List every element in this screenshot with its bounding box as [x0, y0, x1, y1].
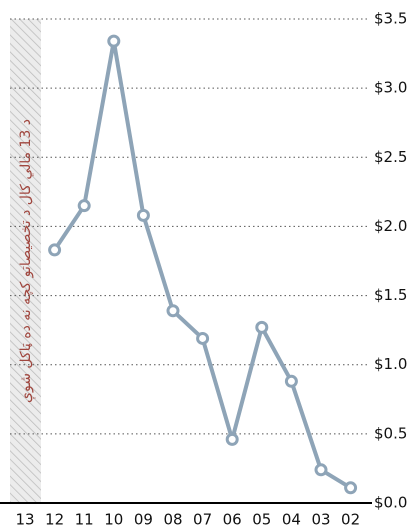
x-tick-label: 02	[341, 511, 360, 529]
x-tick-label: 04	[282, 511, 301, 529]
x-tick-label: 08	[163, 511, 182, 529]
x-tick-label: 05	[252, 511, 271, 529]
annotation: د 13 مالي کال د تخصيصاتو کچه نه ده ټاکل …	[18, 119, 36, 403]
data-point	[284, 374, 298, 388]
data-point	[77, 199, 91, 213]
x-tick-label: 12	[45, 511, 64, 529]
x-tick-label: 11	[75, 511, 94, 529]
y-tick-label: $2.5	[374, 148, 407, 166]
y-tick-label: $2.0	[374, 217, 407, 235]
y-tick-label: $0.5	[374, 424, 407, 442]
unallocated-band	[10, 19, 41, 503]
y-tick-label: $3.5	[374, 10, 407, 28]
data-point	[225, 432, 239, 446]
data-point	[48, 243, 62, 257]
data-point	[107, 34, 121, 48]
x-tick-label: 09	[134, 511, 153, 529]
x-tick-label: 06	[223, 511, 242, 529]
data-point	[136, 208, 150, 222]
x-tick-label: 10	[104, 511, 123, 529]
data-point	[166, 304, 180, 318]
data-line	[52, 39, 352, 490]
x-tick-label: 13	[15, 511, 34, 529]
y-tick-label: $0.0	[374, 494, 407, 512]
y-tick-label: $1.0	[374, 355, 407, 373]
x-tick-label: 03	[311, 511, 330, 529]
data-point	[196, 331, 210, 345]
y-tick-label: $1.5	[374, 286, 407, 304]
data-point	[344, 481, 358, 495]
y-tick-label: $3.0	[374, 79, 407, 97]
x-tick-label: 07	[193, 511, 212, 529]
data-point	[255, 320, 269, 334]
data-point	[314, 463, 328, 477]
